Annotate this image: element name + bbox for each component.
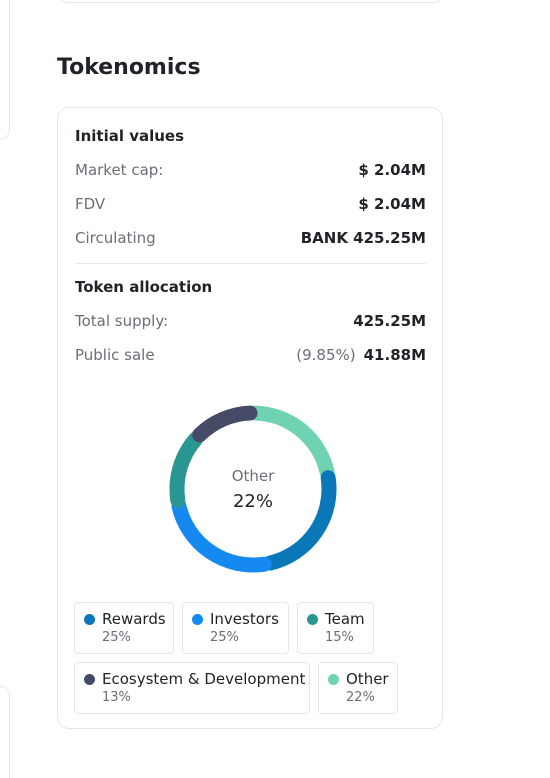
section-title: Tokenomics xyxy=(57,55,201,80)
previous-card xyxy=(57,0,445,3)
market-cap-value: $ 2.04M xyxy=(358,161,426,179)
fdv-label: FDV xyxy=(75,195,106,213)
legend-label: Rewards xyxy=(102,610,166,628)
donut-segment-other[interactable] xyxy=(248,405,335,480)
market-cap-row: Market cap: $ 2.04M xyxy=(75,160,426,180)
legend-dot-ecosystem xyxy=(84,673,95,685)
public-sale-label: Public sale xyxy=(75,346,155,364)
public-sale-percent: (9.85%) xyxy=(296,346,356,364)
legend-dot-other xyxy=(328,673,339,685)
public-sale-value-group: (9.85%) 41.88M xyxy=(296,346,426,364)
legend-percent: 22% xyxy=(346,690,375,705)
legend-label: Other xyxy=(346,670,389,688)
divider xyxy=(75,263,426,264)
total-supply-row: Total supply: 425.25M xyxy=(75,311,426,331)
legend-item-rewards[interactable]: Rewards 25% xyxy=(74,602,174,654)
fdv-row: FDV $ 2.04M xyxy=(75,194,426,214)
legend-label: Investors xyxy=(210,610,279,628)
donut-center-value: 22% xyxy=(232,490,273,512)
tokenomics-card: Initial values Market cap: $ 2.04M FDV $… xyxy=(57,107,443,729)
legend-label: Team xyxy=(325,610,365,628)
allocation-donut-chart: Other 22% xyxy=(165,401,341,577)
legend-percent: 13% xyxy=(102,690,131,705)
fdv-value: $ 2.04M xyxy=(358,195,426,213)
donut-center: Other 22% xyxy=(165,401,341,577)
legend-label: Ecosystem & Development xyxy=(102,670,306,688)
legend-percent: 25% xyxy=(102,630,131,645)
donut-segment-investors[interactable] xyxy=(171,498,272,573)
donut-segment-ecosystem-development[interactable] xyxy=(192,405,258,443)
total-supply-label: Total supply: xyxy=(75,312,169,330)
legend-percent: 15% xyxy=(325,630,354,645)
donut-segment-rewards[interactable] xyxy=(262,470,337,571)
legend-dot-team xyxy=(307,613,318,625)
donut-svg xyxy=(169,405,337,573)
left-column-card xyxy=(0,686,10,778)
legend-item-ecosystem[interactable]: Ecosystem & Development 13% xyxy=(74,662,310,714)
token-allocation-title: Token allocation xyxy=(75,278,213,296)
market-cap-label: Market cap: xyxy=(75,161,164,179)
public-sale-value: 41.88M xyxy=(363,346,426,364)
legend-item-investors[interactable]: Investors 25% xyxy=(182,602,289,654)
total-supply-value: 425.25M xyxy=(353,312,426,330)
initial-values-title: Initial values xyxy=(75,127,185,145)
circulating-label: Circulating xyxy=(75,229,156,247)
legend-dot-investors xyxy=(192,613,203,625)
legend-item-team[interactable]: Team 15% xyxy=(297,602,374,654)
donut-center-label: Other xyxy=(231,466,275,485)
donut-segment-team[interactable] xyxy=(169,431,204,508)
circulating-value: BANK 425.25M xyxy=(300,229,426,247)
public-sale-row: Public sale (9.85%) 41.88M xyxy=(75,345,426,365)
left-column-card xyxy=(0,0,10,140)
circulating-row: Circulating BANK 425.25M xyxy=(75,228,426,248)
legend-item-other[interactable]: Other 22% xyxy=(318,662,398,714)
legend-percent: 25% xyxy=(210,630,239,645)
legend-dot-rewards xyxy=(84,613,95,625)
